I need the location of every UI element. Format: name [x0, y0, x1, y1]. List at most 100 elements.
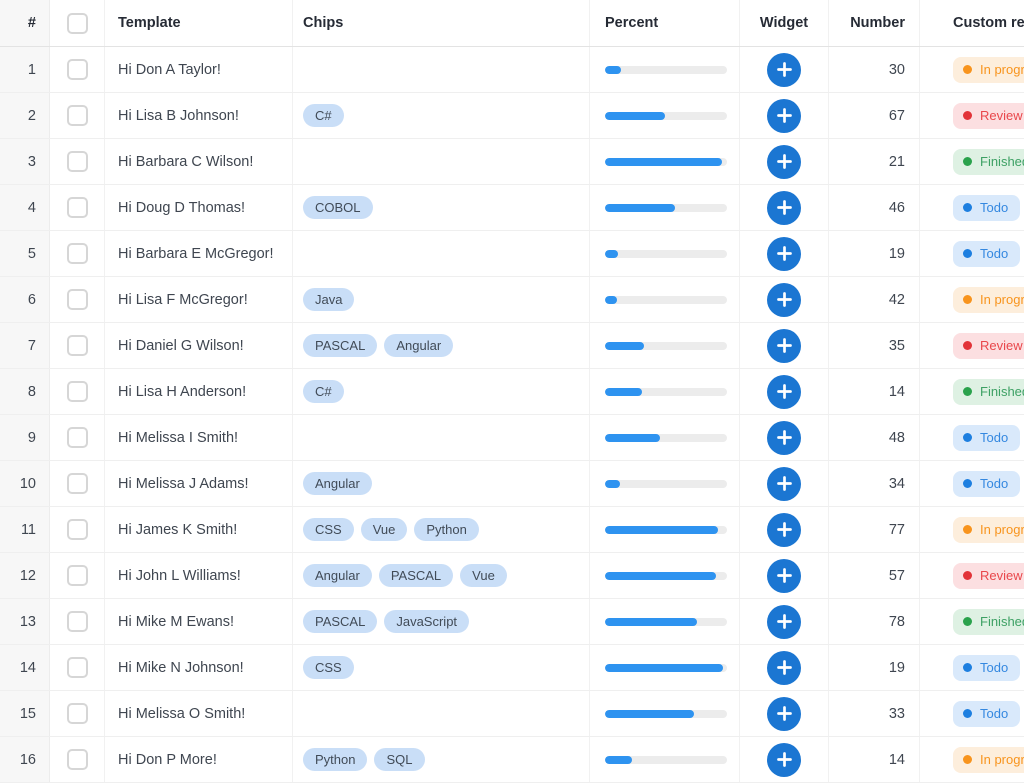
row-index-cell: 5	[0, 231, 50, 276]
chip: Java	[303, 288, 355, 311]
table-row[interactable]: 8 Hi Lisa H Anderson! C# 14 Finished	[0, 369, 1024, 415]
table-row[interactable]: 3 Hi Barbara C Wilson! 21 Finished	[0, 139, 1024, 185]
status-cell: Finished	[920, 599, 1024, 644]
status-cell: Todo	[920, 461, 1024, 506]
row-checkbox[interactable]	[66, 657, 88, 678]
status-badge: Finished	[953, 148, 1024, 175]
chip: Vue	[360, 518, 408, 541]
row-index-cell: 6	[0, 277, 50, 322]
row-checkbox-cell	[50, 47, 105, 92]
status-label: Review	[980, 338, 1023, 353]
status-dot-icon	[963, 157, 972, 166]
status-dot-icon	[963, 433, 972, 442]
widget-add-button[interactable]	[767, 650, 801, 685]
status-label: Review	[980, 108, 1023, 123]
template-cell: Hi Don A Taylor!	[105, 47, 293, 92]
widget-add-button[interactable]	[767, 558, 801, 593]
row-index-cell: 10	[0, 461, 50, 506]
widget-add-button[interactable]	[767, 282, 801, 317]
chips-cell: CSS Vue Python	[293, 507, 590, 552]
row-checkbox[interactable]	[66, 289, 88, 310]
widget-add-button[interactable]	[767, 604, 801, 639]
status-label: Todo	[980, 476, 1009, 491]
status-label: Todo	[980, 246, 1009, 261]
status-label: In progress	[980, 752, 1024, 767]
percent-cell	[590, 93, 740, 138]
status-label: In progress	[980, 292, 1024, 307]
table-row[interactable]: 6 Hi Lisa F McGregor! Java 42 In progres…	[0, 277, 1024, 323]
table-row[interactable]: 5 Hi Barbara E McGregor! 19 Todo	[0, 231, 1024, 277]
status-cell: Todo	[920, 415, 1024, 460]
status-cell: Todo	[920, 185, 1024, 230]
status-badge: In progress	[953, 56, 1024, 83]
chip: Python	[303, 748, 368, 771]
number-cell: 19	[829, 231, 920, 276]
row-checkbox-cell	[50, 139, 105, 184]
widget-add-button[interactable]	[767, 52, 801, 87]
row-index-cell: 4	[0, 185, 50, 230]
row-checkbox[interactable]	[66, 335, 88, 356]
row-checkbox[interactable]	[66, 427, 88, 448]
widget-add-button[interactable]	[767, 512, 801, 547]
widget-add-button[interactable]	[767, 236, 801, 271]
percent-bar	[605, 755, 727, 764]
widget-add-button[interactable]	[767, 742, 801, 777]
row-checkbox[interactable]	[66, 105, 88, 126]
table-row[interactable]: 4 Hi Doug D Thomas! COBOL 46 Todo	[0, 185, 1024, 231]
percent-cell	[590, 737, 740, 782]
number-cell: 14	[829, 369, 920, 414]
widget-add-button[interactable]	[767, 98, 801, 133]
row-checkbox[interactable]	[66, 381, 88, 402]
percent-bar	[605, 341, 727, 350]
status-label: Todo	[980, 660, 1009, 675]
table-row[interactable]: 2 Hi Lisa B Johnson! C# 67 Review	[0, 93, 1024, 139]
table-row[interactable]: 13 Hi Mike M Ewans! PASCAL JavaScript 78 …	[0, 599, 1024, 645]
table-row[interactable]: 10 Hi Melissa J Adams! Angular 34 Todo	[0, 461, 1024, 507]
row-checkbox[interactable]	[66, 243, 88, 264]
row-checkbox[interactable]	[66, 151, 88, 172]
chips-cell: PASCAL JavaScript	[293, 599, 590, 644]
widget-add-button[interactable]	[767, 420, 801, 455]
row-checkbox[interactable]	[66, 473, 88, 494]
widget-add-button[interactable]	[767, 144, 801, 179]
row-checkbox[interactable]	[66, 611, 88, 632]
table-row[interactable]: 9 Hi Melissa I Smith! 48 Todo	[0, 415, 1024, 461]
row-index-cell: 13	[0, 599, 50, 644]
table-row[interactable]: 14 Hi Mike N Johnson! CSS 19 Todo	[0, 645, 1024, 691]
percent-bar	[605, 157, 727, 166]
widget-add-button[interactable]	[767, 374, 801, 409]
chip: C#	[303, 380, 344, 403]
widget-add-button[interactable]	[767, 466, 801, 501]
row-checkbox[interactable]	[66, 749, 88, 770]
chip: Vue	[460, 564, 507, 587]
table-row[interactable]: 15 Hi Melissa O Smith! 33 Todo	[0, 691, 1024, 737]
row-checkbox[interactable]	[66, 197, 88, 218]
status-dot-icon	[963, 203, 972, 212]
table-row[interactable]: 16 Hi Don P More! Python SQL 14 In progre…	[0, 737, 1024, 783]
chip: Python	[414, 518, 479, 541]
table-row[interactable]: 11 Hi James K Smith! CSS Vue Python 77 In …	[0, 507, 1024, 553]
row-index-cell: 9	[0, 415, 50, 460]
status-cell: Todo	[920, 231, 1024, 276]
row-checkbox[interactable]	[66, 59, 88, 80]
row-checkbox[interactable]	[66, 565, 88, 586]
row-checkbox-cell	[50, 737, 105, 782]
plus-icon	[776, 430, 792, 445]
select-all-checkbox[interactable]	[66, 12, 88, 34]
chip: SQL	[374, 748, 425, 771]
row-checkbox[interactable]	[66, 519, 88, 540]
widget-add-button[interactable]	[767, 190, 801, 225]
table-row[interactable]: 12 Hi John L Williams! Angular PASCAL Vue …	[0, 553, 1024, 599]
status-badge: Review	[953, 102, 1024, 129]
template-cell: Hi James K Smith!	[105, 507, 293, 552]
percent-bar	[605, 663, 727, 672]
widget-add-button[interactable]	[767, 328, 801, 363]
plus-icon	[776, 568, 792, 583]
row-checkbox[interactable]	[66, 703, 88, 724]
widget-add-button[interactable]	[767, 696, 801, 731]
table-row[interactable]: 7 Hi Daniel G Wilson! PASCAL Angular 35 R…	[0, 323, 1024, 369]
table-row[interactable]: 1 Hi Don A Taylor! 30 In progress	[0, 47, 1024, 93]
plus-icon	[776, 246, 792, 261]
chips-cell	[293, 415, 590, 460]
